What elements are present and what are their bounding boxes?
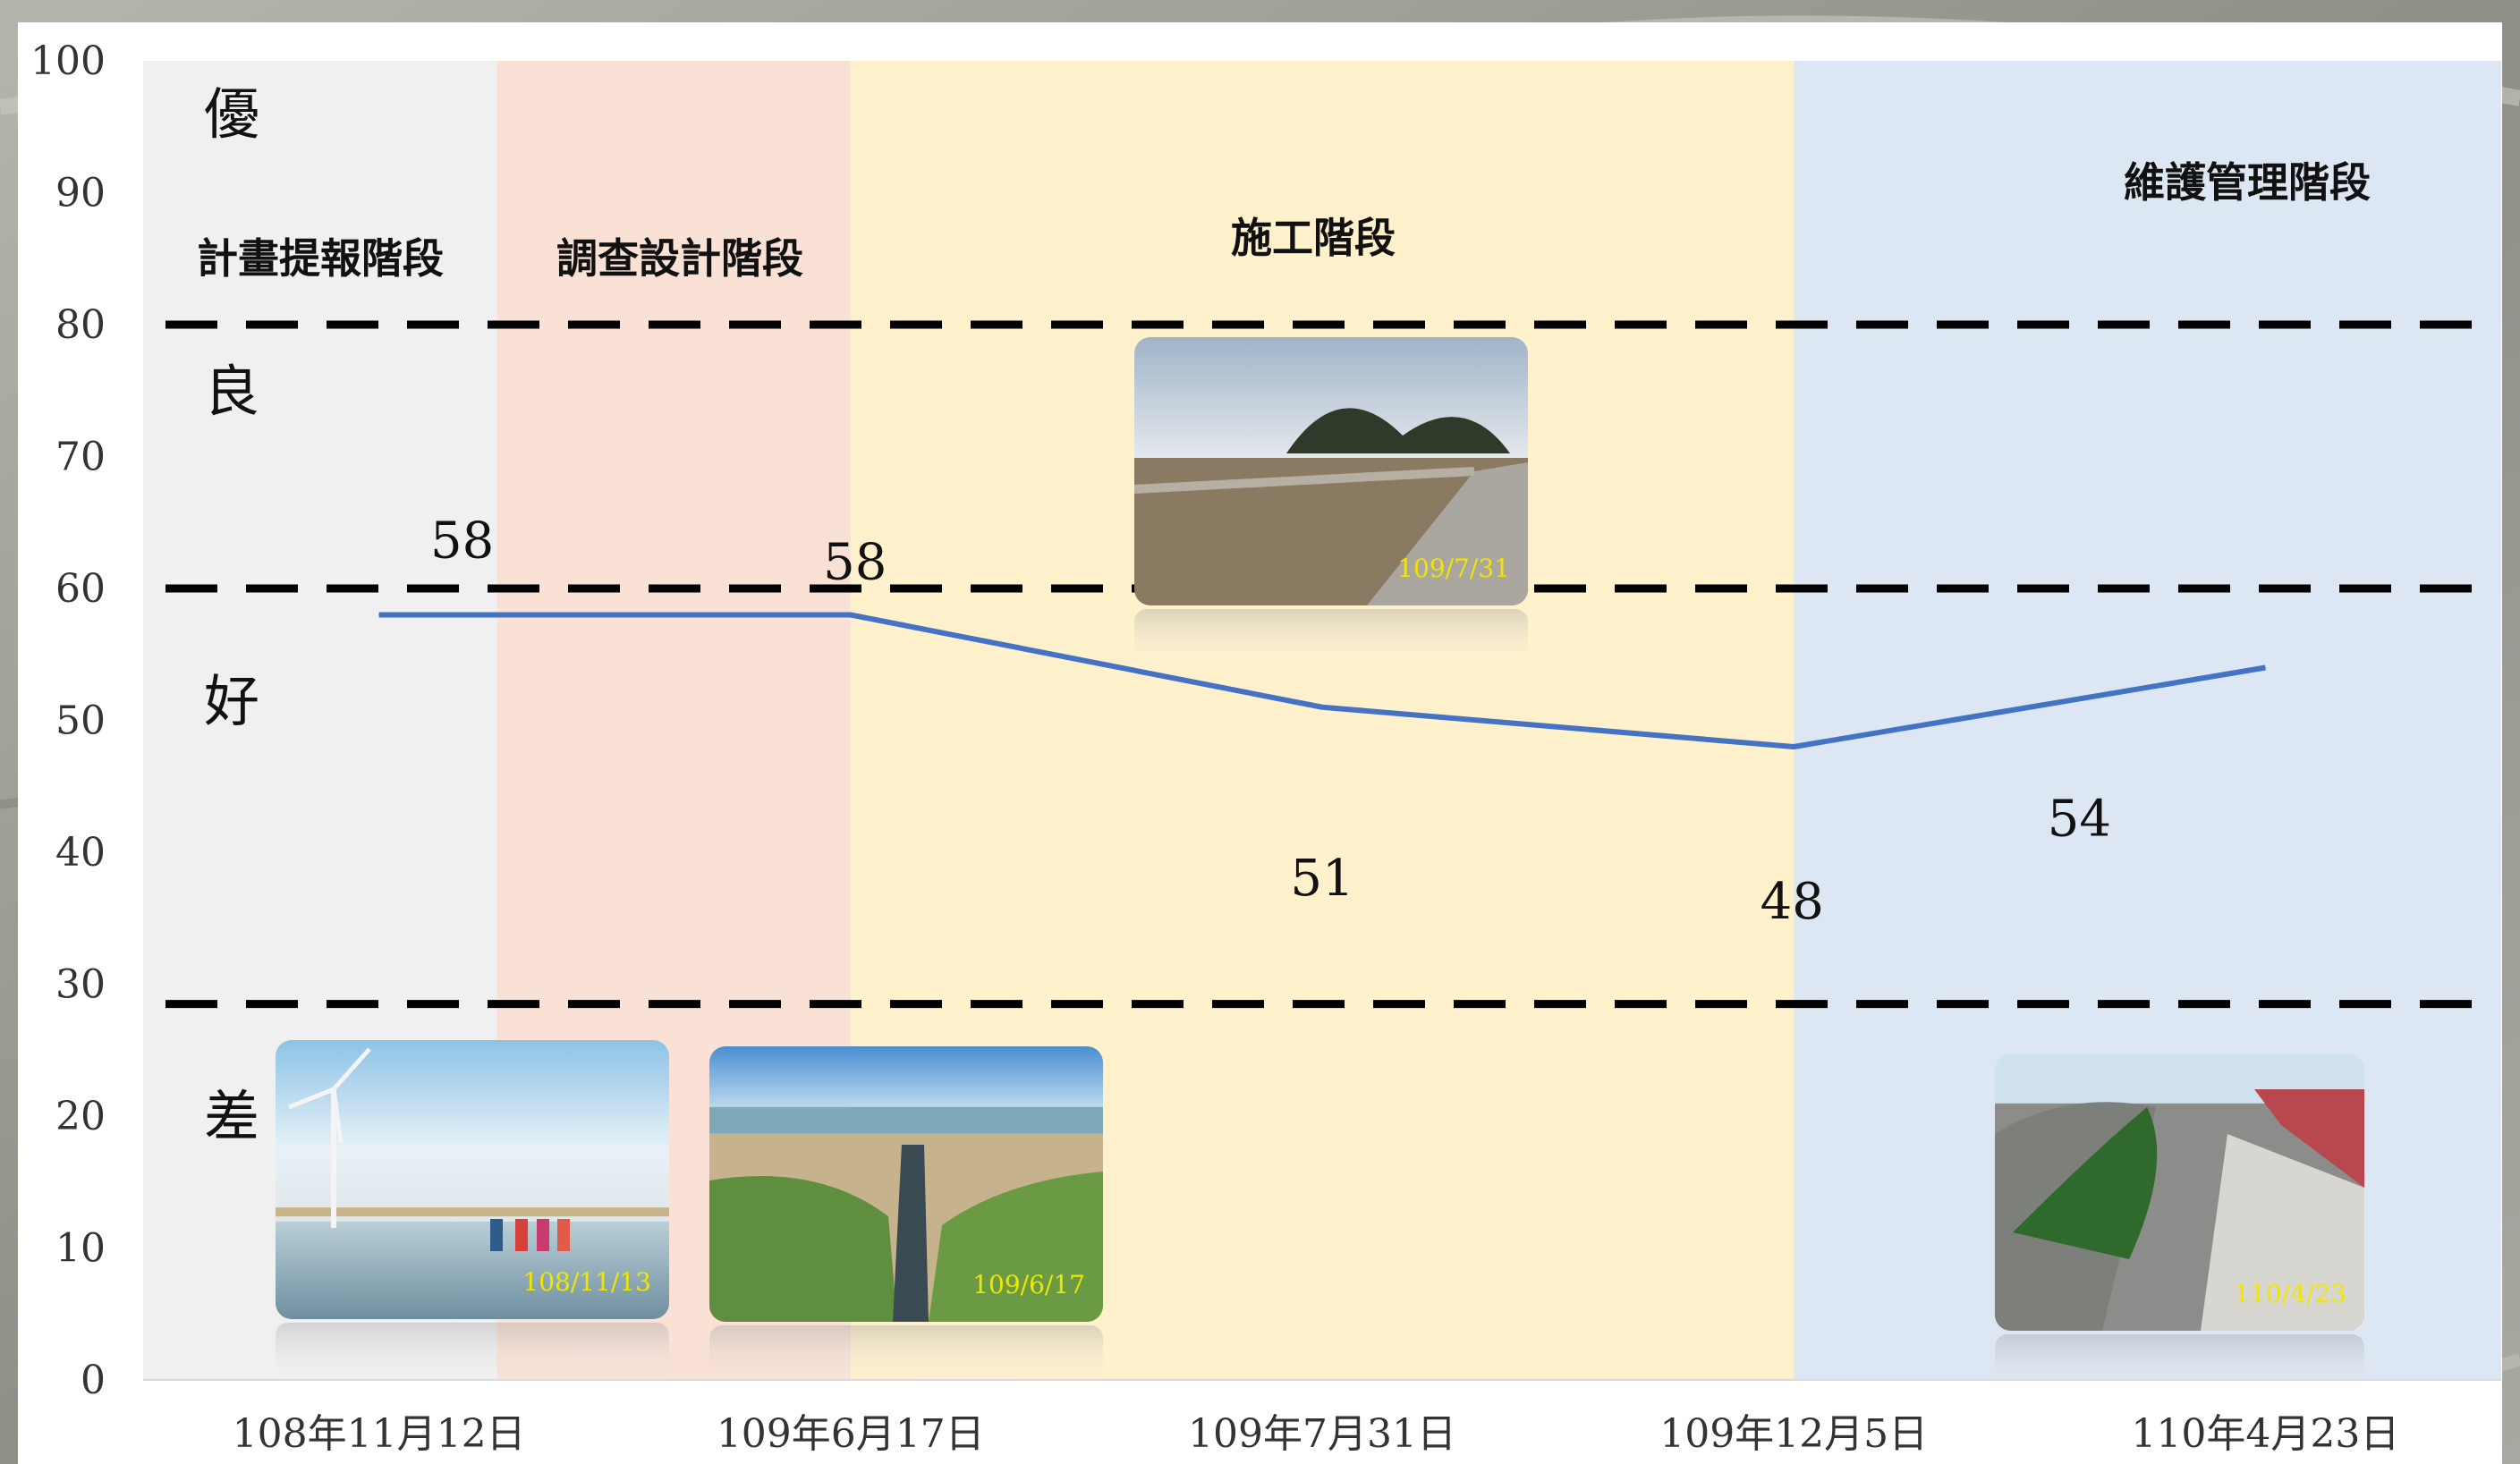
data-point — [850, 614, 852, 615]
site-photo-1: 108/11/13 — [276, 1040, 669, 1385]
site-photo-3: 109/7/31 — [1134, 337, 1528, 672]
photo-image — [709, 1046, 1103, 1322]
y-tick-label: 40 — [55, 830, 106, 876]
grade-label: 差 — [204, 1084, 259, 1149]
data-point — [2264, 667, 2266, 668]
photo-reflection — [709, 1325, 1103, 1388]
photo-date-label: 109/7/31 — [1397, 554, 1510, 583]
data-label: 54 — [2048, 791, 2111, 849]
grade-label: 好 — [204, 668, 259, 733]
y-tick-label: 0 — [81, 1358, 106, 1403]
concrete-seawall — [2201, 1134, 2364, 1331]
stream-channel — [893, 1145, 929, 1322]
x-axis: 108年11月12日 109年6月17日 109年7月31日 109年12月5日 110… — [233, 1411, 2400, 1457]
stage-bands — [143, 61, 2501, 1381]
x-tick-label: 109年7月31日 — [1188, 1411, 1456, 1457]
person-figure — [537, 1219, 549, 1251]
stage-label: 計畫提報階段 — [197, 234, 444, 283]
wind-turbine-icon — [331, 1089, 336, 1228]
shrub-row — [2013, 1107, 2158, 1259]
data-label: 58 — [430, 512, 494, 571]
stage-label: 調查設計階段 — [556, 234, 803, 283]
stage-labels: 計畫提報階段 調查設計階段 施工階段 維護管理階段 — [197, 158, 2371, 283]
tree-icon — [1286, 408, 1510, 453]
site-photo-4: 110/4/23 — [1995, 1054, 2364, 1397]
photo-date-label: 108/11/13 — [522, 1267, 651, 1297]
y-tick-label: 100 — [30, 38, 106, 84]
y-tick-label: 30 — [55, 962, 106, 1008]
photo-image — [276, 1040, 669, 1319]
photo-image — [1995, 1054, 2364, 1331]
photo-date-label: 109/6/17 — [972, 1270, 1085, 1299]
score-series — [378, 612, 2266, 749]
photo-image — [1134, 337, 1528, 605]
grade-label: 良 — [204, 359, 259, 424]
data-label: 51 — [1290, 850, 1353, 908]
y-tick-label: 10 — [55, 1226, 106, 1272]
photo-reflection — [1995, 1334, 2364, 1397]
site-photos: 108/11/13 109/6/17 109/7/31 110/4/23 — [276, 337, 2364, 1397]
y-tick-label: 60 — [55, 566, 106, 612]
data-point — [378, 614, 380, 615]
data-labels: 58 58 51 48 54 — [430, 512, 2111, 932]
person-figure — [557, 1219, 570, 1251]
photo-reflection — [276, 1323, 669, 1385]
x-tick-label: 108年11月12日 — [233, 1411, 526, 1457]
embankment-slope — [1367, 462, 1528, 605]
photo-date-label: 110/4/23 — [2234, 1279, 2346, 1308]
grade-label: 優 — [204, 81, 259, 147]
data-label: 48 — [1761, 873, 1824, 931]
y-axis: 0 10 20 30 40 50 60 70 80 90 100 — [30, 38, 106, 1403]
y-tick-label: 80 — [55, 302, 106, 348]
site-photo-2: 109/6/17 — [709, 1046, 1103, 1388]
person-figure — [490, 1219, 503, 1251]
photo-reflection — [1134, 609, 1528, 672]
y-tick-label: 70 — [55, 435, 106, 480]
data-point — [1793, 746, 1795, 748]
y-tick-label: 20 — [55, 1094, 106, 1139]
x-tick-label: 109年12月5日 — [1659, 1411, 1928, 1457]
person-figure — [515, 1219, 528, 1251]
x-tick-label: 109年6月17日 — [717, 1411, 985, 1457]
y-tick-label: 90 — [55, 171, 106, 216]
data-label: 58 — [823, 534, 887, 592]
y-tick-label: 50 — [55, 698, 106, 744]
stage-label: 維護管理階段 — [2124, 158, 2371, 207]
red-walkway — [2254, 1089, 2364, 1188]
x-tick-label: 110年4月23日 — [2131, 1411, 2399, 1457]
stage-label: 施工階段 — [1231, 214, 1396, 262]
